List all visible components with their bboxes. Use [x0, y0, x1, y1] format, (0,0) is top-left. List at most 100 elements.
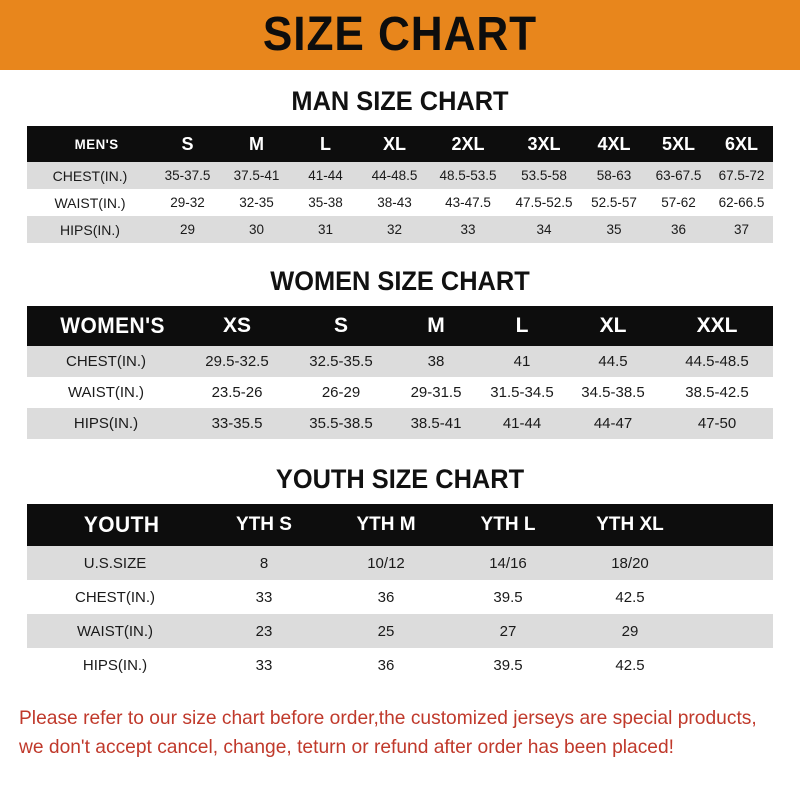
order-policy-line-1: Please refer to our size chart before or…: [19, 707, 757, 729]
table-row: WAIST(IN.) 23 25 27 29: [27, 614, 773, 648]
man-waist-s: 29-32: [170, 195, 205, 210]
youth-chest-xl: 42.5: [615, 588, 645, 606]
women-waist-xxl: 38.5-42.5: [685, 384, 749, 401]
man-chest-5xl: 63-67.5: [655, 168, 702, 183]
youth-header-label: YOUTH: [83, 512, 160, 537]
women-row-label-waist: WAIST(IN.): [67, 384, 145, 401]
man-hips-xl: 32: [386, 222, 403, 237]
man-size-col-6xl: 6XL: [724, 133, 758, 154]
youth-size-table: YOUTH YTH S YTH M YTH L YTH XL U.S.SIZE …: [27, 504, 773, 682]
women-table-header-row: WOMEN'S XS S M L XL XXL: [27, 306, 773, 346]
table-row: HIPS(IN.) 29 30 31 32 33 34 35 36 37: [27, 216, 773, 243]
women-size-col-xxl: XXL: [696, 314, 738, 337]
youth-hips-m: 36: [377, 656, 395, 674]
order-policy-line-2: we don't accept cancel, change, teturn o…: [19, 736, 675, 759]
man-chest-xl: 44-48.5: [371, 168, 418, 183]
women-header-label: WOMEN'S: [60, 313, 165, 338]
youth-chest-l: 39.5: [493, 588, 523, 606]
man-chest-m: 37.5-41: [233, 168, 280, 183]
women-hips-xs: 33-35.5: [211, 415, 263, 432]
youth-waist-m: 25: [377, 622, 395, 640]
women-chest-l: 41: [513, 353, 531, 370]
man-size-col-2xl: 2XL: [451, 133, 485, 154]
man-section-title: MAN SIZE CHART: [291, 86, 509, 116]
table-row: CHEST(IN.) 33 36 39.5 42.5: [27, 580, 773, 614]
women-hips-s: 35.5-38.5: [309, 415, 373, 432]
women-size-col-xs: XS: [222, 314, 251, 337]
youth-section-title: YOUTH SIZE CHART: [275, 464, 525, 494]
man-table-header-row: MEN'S S M L XL 2XL 3XL 4XL 5XL 6XL: [27, 126, 773, 162]
youth-size-col-l: YTH L: [480, 514, 536, 535]
women-chest-m: 38: [427, 353, 445, 370]
women-hips-xxl: 47-50: [697, 415, 737, 432]
man-waist-5xl: 57-62: [661, 195, 696, 210]
women-waist-m: 29-31.5: [410, 384, 462, 401]
youth-header-spacer: [691, 504, 773, 546]
women-size-table: WOMEN'S XS S M L XL XXL CHEST(IN.) 29.5-…: [27, 306, 773, 439]
table-row: CHEST(IN.) 29.5-32.5 32.5-35.5 38 41 44.…: [27, 346, 773, 377]
man-waist-4xl: 52.5-57: [591, 195, 637, 210]
youth-hips-s: 33: [255, 656, 273, 674]
youth-waist-s: 23: [255, 622, 273, 640]
man-row-label-waist: WAIST(IN.): [54, 194, 126, 211]
youth-ussize-m: 10/12: [367, 554, 405, 572]
man-chest-3xl: 53.5-58: [521, 168, 567, 183]
man-row-label-chest: CHEST(IN.): [52, 167, 128, 184]
youth-row-label-chest: CHEST(IN.): [75, 588, 155, 606]
women-chest-xs: 29.5-32.5: [205, 353, 269, 370]
youth-size-col-s: YTH S: [236, 514, 292, 535]
man-hips-3xl: 34: [536, 222, 552, 237]
women-hips-l: 41-44: [502, 415, 542, 432]
man-size-col-5xl: 5XL: [661, 133, 695, 154]
order-policy-notice: Please refer to our size chart before or…: [19, 704, 770, 763]
table-row: WAIST(IN.) 23.5-26 26-29 29-31.5 31.5-34…: [27, 377, 773, 408]
man-chest-4xl: 58-63: [596, 168, 632, 183]
women-waist-xs: 23.5-26: [211, 384, 263, 401]
women-waist-xl: 34.5-38.5: [581, 384, 645, 401]
man-hips-m: 30: [248, 222, 265, 237]
youth-row-spacer: [691, 546, 773, 580]
table-row: CHEST(IN.) 35-37.5 37.5-41 41-44 44-48.5…: [27, 162, 773, 189]
women-row-label-hips: HIPS(IN.): [73, 415, 139, 432]
man-size-col-s: S: [181, 133, 194, 154]
women-row-label-chest: CHEST(IN.): [66, 353, 146, 370]
man-size-table: MEN'S S M L XL 2XL 3XL 4XL 5XL 6XL CHEST…: [27, 126, 773, 243]
man-hips-6xl: 37: [733, 222, 750, 237]
man-size-col-m: M: [249, 133, 264, 154]
women-size-col-xl: XL: [599, 314, 627, 337]
women-size-col-m: M: [427, 314, 445, 337]
man-hips-4xl: 35: [606, 222, 622, 237]
women-section-title: WOMEN SIZE CHART: [270, 266, 530, 296]
man-hips-l: 31: [317, 222, 334, 237]
youth-ussize-l: 14/16: [489, 554, 527, 572]
women-chest-xxl: 44.5-48.5: [685, 353, 749, 370]
youth-waist-l: 27: [499, 622, 517, 640]
man-size-col-xl: XL: [382, 133, 406, 154]
man-size-col-l: L: [320, 133, 331, 154]
youth-row-label-ussize: U.S.SIZE: [83, 554, 147, 572]
man-waist-2xl: 43-47.5: [445, 195, 491, 210]
women-chest-xl: 44.5: [598, 353, 628, 370]
man-hips-2xl: 33: [460, 222, 476, 237]
man-waist-3xl: 47.5-52.5: [515, 195, 573, 210]
youth-ussize-s: 8: [259, 554, 269, 572]
table-row: HIPS(IN.) 33 36 39.5 42.5: [27, 648, 773, 682]
youth-table-header-row: YOUTH YTH S YTH M YTH L YTH XL: [27, 504, 773, 546]
table-row: WAIST(IN.) 29-32 32-35 35-38 38-43 43-47…: [27, 189, 773, 216]
man-header-label: MEN'S: [74, 136, 119, 152]
women-size-col-s: S: [333, 314, 348, 337]
man-waist-m: 32-35: [239, 195, 274, 210]
man-waist-l: 35-38: [308, 195, 343, 210]
page-title: SIZE CHART: [262, 8, 538, 61]
youth-row-spacer: [691, 614, 773, 648]
man-chest-6xl: 67.5-72: [718, 168, 765, 183]
youth-hips-xl: 42.5: [615, 656, 645, 674]
women-chest-s: 32.5-35.5: [309, 353, 373, 370]
table-row: U.S.SIZE 8 10/12 14/16 18/20: [27, 546, 773, 580]
table-row: HIPS(IN.) 33-35.5 35.5-38.5 38.5-41 41-4…: [27, 408, 773, 439]
man-waist-xl: 38-43: [377, 195, 412, 210]
women-hips-m: 38.5-41: [410, 415, 462, 432]
man-hips-5xl: 36: [670, 222, 687, 237]
women-waist-s: 26-29: [321, 384, 361, 401]
